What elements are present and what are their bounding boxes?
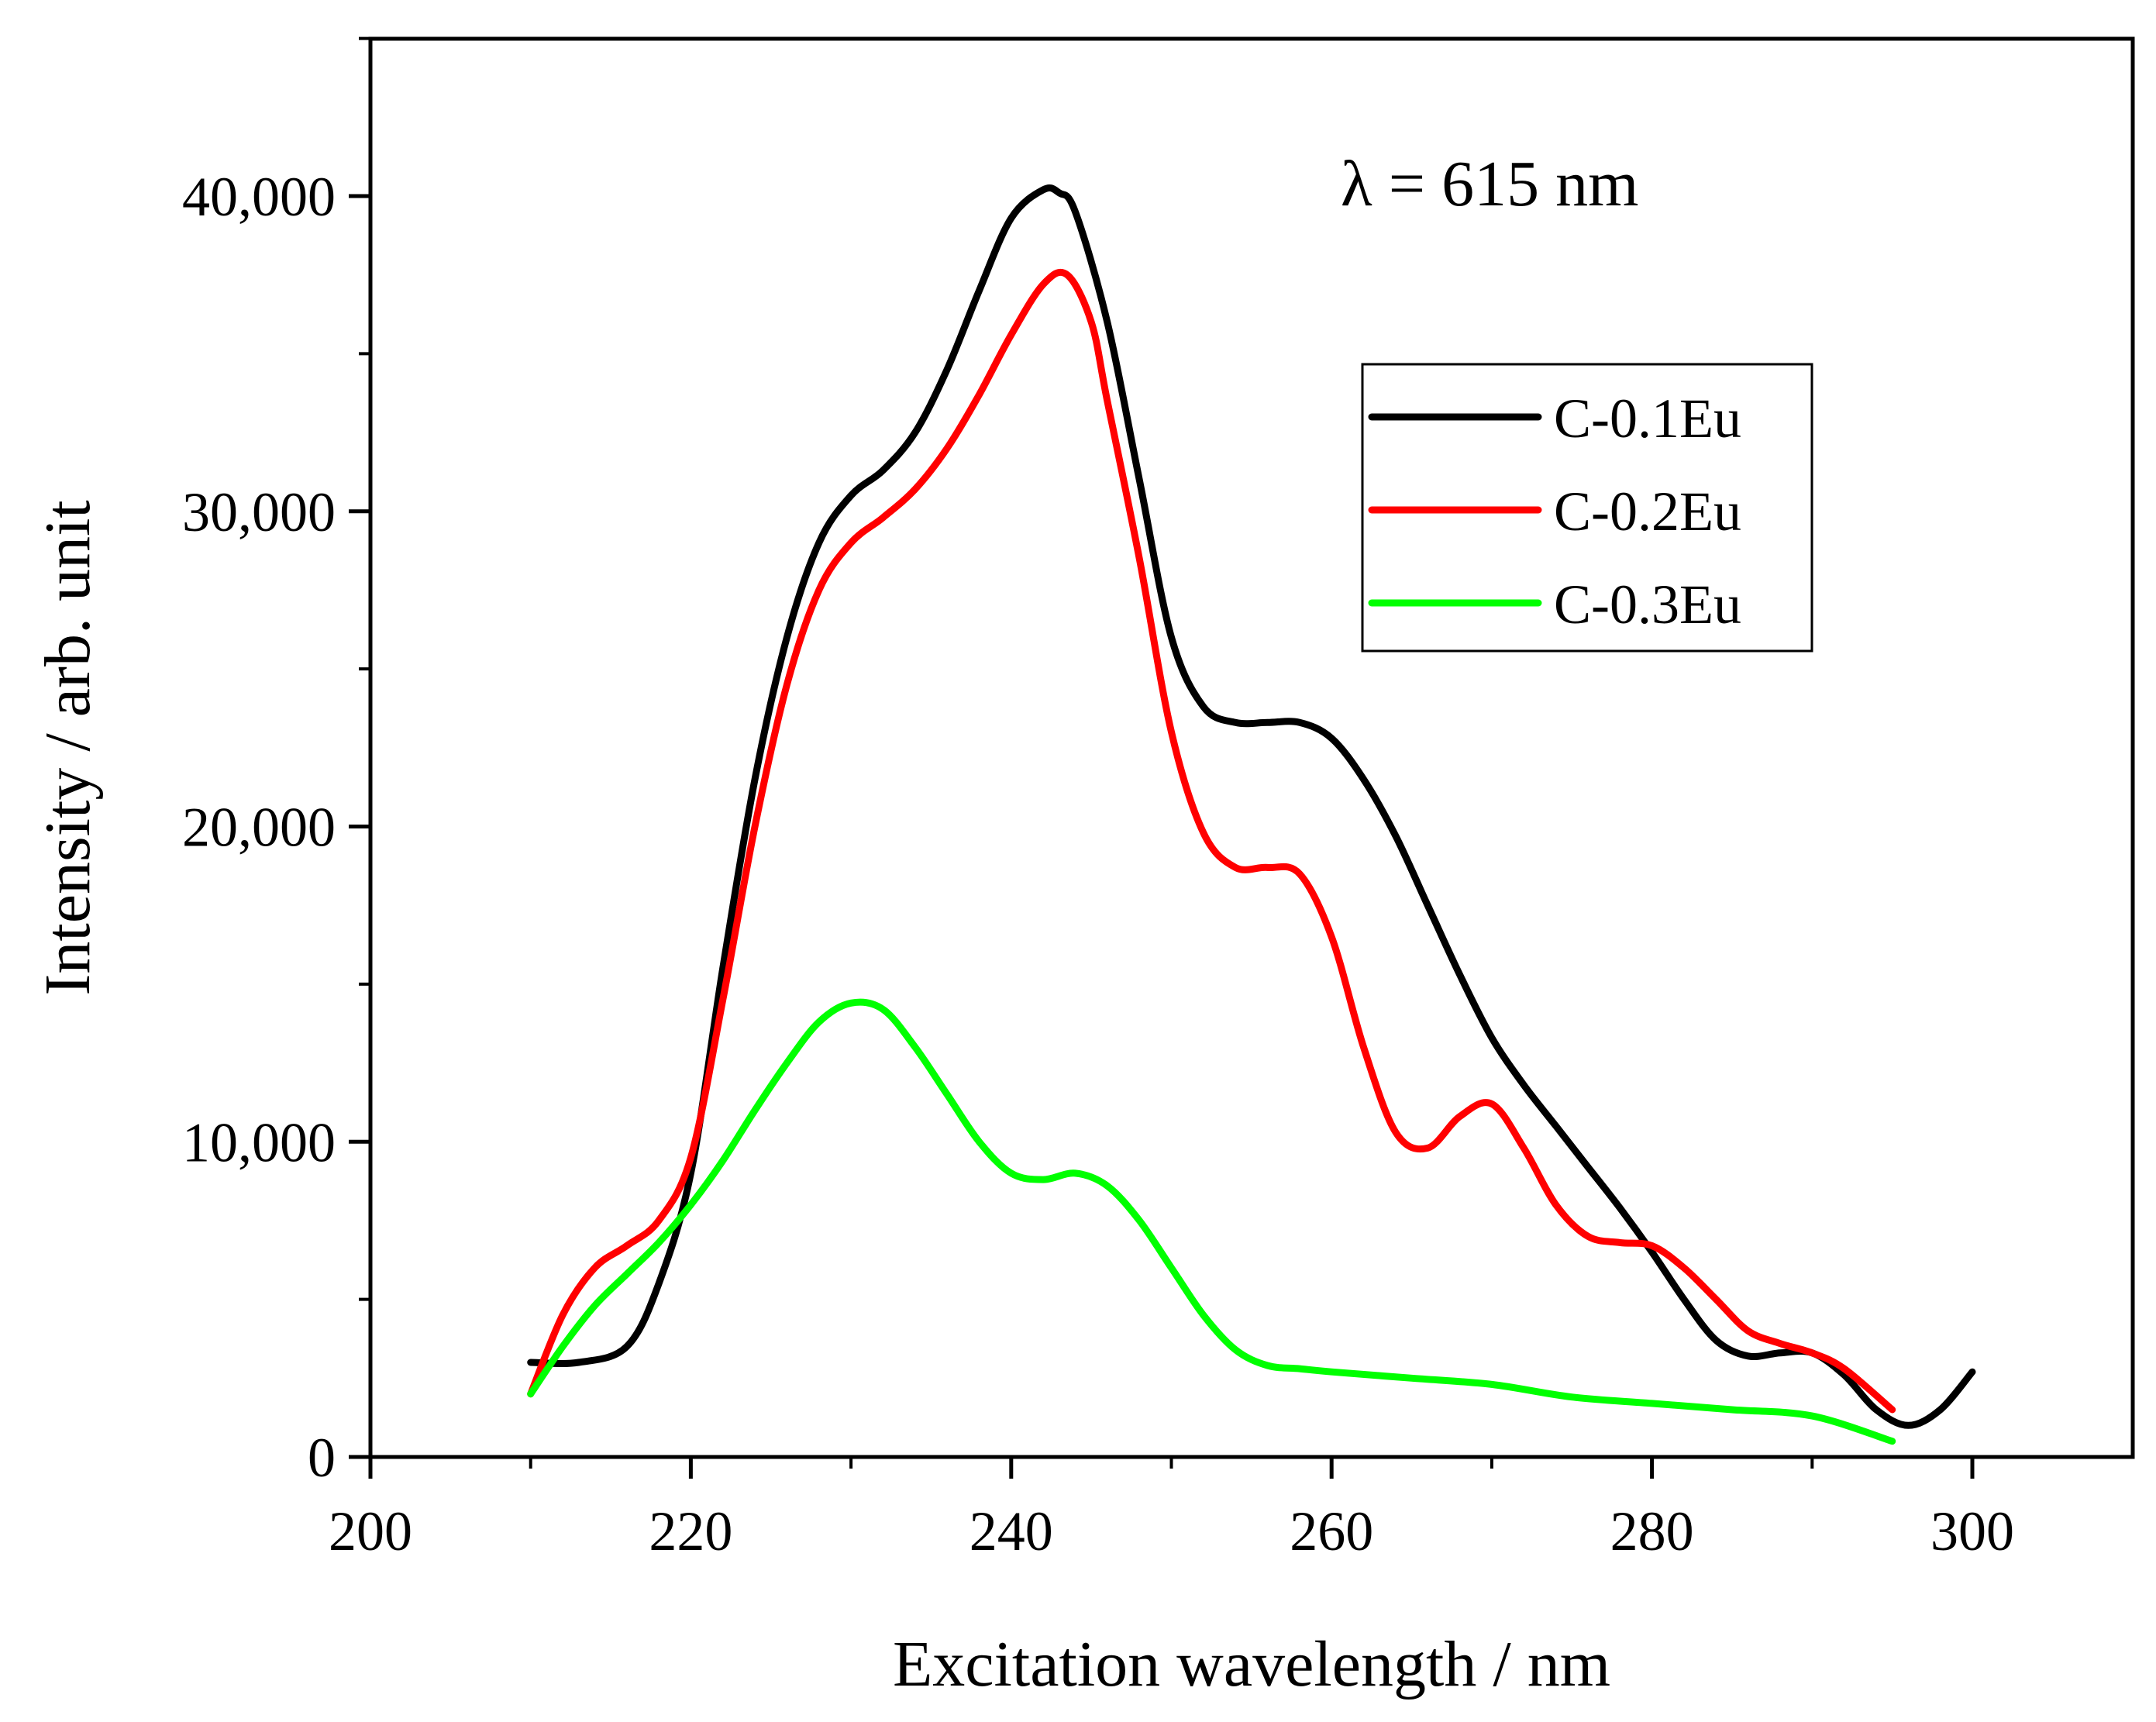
x-tick-label: 240: [970, 1500, 1053, 1562]
plot-frame: [368, 36, 2135, 1459]
y-tick-label: 40,000: [182, 166, 336, 228]
x-tick-label: 220: [649, 1500, 732, 1562]
y-tick-label: 30,000: [182, 481, 336, 543]
y-axis-title: Intensity / arb. unit: [32, 500, 104, 995]
legend-label: C-0.2Eu: [1554, 480, 1741, 542]
x-tick-label: 280: [1610, 1500, 1694, 1562]
series-line-c-0-3eu: [527, 998, 1896, 1445]
tick-labels: 200 220 240 260 280 300 0 10,000 20,000 30,000 40,…: [182, 166, 2014, 1562]
x-tick-label: 200: [329, 1500, 412, 1562]
x-tick-label: 260: [1290, 1500, 1373, 1562]
series-layer: [527, 184, 1976, 1445]
x-axis-title: Excitation wavelength / nm: [893, 1628, 1610, 1700]
series-line-c-0-2eu: [527, 268, 1896, 1414]
legend-entries: C-0.1Eu C-0.2Eu C-0.3Eu: [1368, 387, 1741, 635]
legend-label: C-0.3Eu: [1554, 573, 1741, 635]
y-tick-label: 10,000: [182, 1111, 336, 1173]
wavelength-annotation: λ = 615 nm: [1341, 148, 1638, 220]
legend-label: C-0.1Eu: [1554, 387, 1741, 449]
series-line-c-0-1eu: [527, 184, 1976, 1429]
y-tick-label: 20,000: [182, 797, 336, 859]
legend: C-0.1Eu C-0.2Eu C-0.3Eu: [1361, 363, 1813, 653]
y-tick-label: 0: [308, 1427, 336, 1489]
x-tick-label: 300: [1930, 1500, 2014, 1562]
